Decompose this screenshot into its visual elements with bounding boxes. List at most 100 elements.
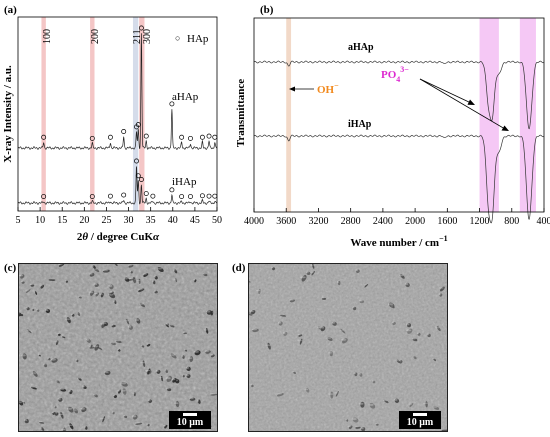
xrd-peak-marker [169, 187, 175, 193]
xrd-tick-label: 45 [190, 215, 200, 226]
xrd-band [90, 17, 95, 211]
scale-bar-d: 10 μm [399, 411, 441, 429]
xrd-peak-marker [206, 193, 212, 199]
po4-arrow-1-head [467, 99, 475, 105]
sem-image-ahap: 10 μm [18, 263, 218, 432]
ftir-tick-label: 1200 [470, 216, 490, 227]
po4-arrow-2-head [501, 125, 509, 131]
xrd-peak-marker [135, 122, 141, 128]
xrd-peak-marker [41, 134, 47, 140]
ftir-x-axis-label: Wave number / cm−1 [350, 234, 447, 249]
panel-c-label: (c) [4, 262, 17, 274]
ftir-tick-label: 400 [537, 216, 550, 227]
xrd-peak-marker [41, 194, 47, 199]
xrd-band [132, 17, 139, 211]
ftir-y-axis-label: Transmittance [235, 79, 247, 147]
po4-arrow-2 [419, 78, 506, 130]
panel-d-label: (d) [232, 262, 246, 274]
xrd-peak-marker [143, 191, 149, 197]
ftir-tick-label: 1600 [437, 216, 457, 227]
xrd-peak-marker [143, 133, 149, 139]
xrd-y-axis-label: X-ray Intensity / a.u. [2, 65, 14, 163]
xrd-peak-marker [150, 193, 156, 199]
xrd-peak-marker [212, 134, 218, 140]
xrd-peak-marker [138, 177, 144, 182]
xrd-band [41, 17, 46, 211]
ftir-series-label-ahap: aHAp [348, 42, 374, 53]
ftir-tick-label: 2800 [341, 216, 361, 227]
xrd-peak-marker [121, 192, 127, 198]
xrd-peak-marker [107, 134, 113, 140]
xrd-peak-marker [121, 129, 127, 134]
xrd-peak-marker [199, 134, 205, 140]
sem-texture-d [249, 264, 447, 431]
xrd-tick-label: 25 [101, 215, 111, 226]
xrd-peak-marker [138, 25, 144, 31]
xrd-chart: (a) 5 10 15 20 25 30 35 40 45 50 100 200 211 300 … [2, 4, 222, 243]
ftir-plot-frame [253, 17, 545, 213]
po4-arrow-1 [419, 78, 472, 104]
xrd-series-label-ihap: iHAp [172, 176, 197, 188]
xrd-peak-marker [169, 101, 175, 107]
ftir-band [519, 18, 536, 212]
xrd-tick-label: 5 [16, 215, 21, 226]
xrd-peak-marker [179, 134, 185, 140]
panel-a-label: (a) [4, 4, 17, 16]
xrd-peak-marker [206, 133, 212, 139]
ftir-tick-label: 4000 [244, 216, 264, 227]
xrd-peak-marker [199, 193, 205, 199]
xrd-peak-label-100: 100 [42, 29, 53, 44]
xrd-plot-frame [17, 16, 218, 212]
xrd-tick-label: 50 [212, 215, 222, 226]
ftir-band [479, 18, 499, 212]
xrd-legend-text: HAp [187, 33, 209, 45]
xrd-peak-marker [135, 173, 141, 179]
sem-image-ihap: 10 μm [248, 263, 448, 432]
panel-b-label: (b) [260, 4, 274, 16]
xrd-peak-marker [188, 135, 193, 141]
xrd-tick-label: 20 [79, 215, 89, 226]
xrd-x-axis-label: 2θ / degree CuKα [77, 231, 160, 243]
ftir-chart: (b) 4000 3600 3200 2800 2400 2000 1600 1200 800 4… [235, 4, 550, 249]
ftir-tick-label: 800 [504, 216, 519, 227]
ftir-tick-label: 2400 [373, 216, 393, 227]
ftir-curves [253, 60, 545, 224]
xrd-peak-marker [179, 194, 185, 199]
xrd-legend-marker: ○ [175, 33, 180, 43]
xrd-x-ticks: 5 10 15 20 25 30 35 40 45 50 [16, 207, 222, 226]
xrd-peak-marker [89, 194, 95, 199]
ftir-tick-label: 2000 [405, 216, 425, 227]
po4-label: PO43− [381, 65, 409, 84]
ftir-highlight-bands [286, 18, 536, 212]
ftir-series-aHAp [253, 60, 545, 130]
oh-arrow-head [289, 86, 295, 92]
oh-label: OH− [317, 81, 339, 96]
xrd-peak-marker [188, 194, 193, 199]
xrd-tick-label: 15 [57, 215, 67, 226]
xrd-tick-label: 30 [124, 215, 134, 226]
ftir-x-ticks: 4000 3600 3200 2800 2400 2000 1600 1200 800 400 [244, 208, 550, 227]
xrd-curves [17, 33, 218, 205]
xrd-tick-label: 40 [168, 215, 178, 226]
sem-texture [19, 264, 217, 431]
xrd-peak-marker [107, 193, 113, 199]
xrd-peak-marker [89, 135, 95, 141]
xrd-tick-label: 10 [35, 215, 45, 226]
xrd-peak-marker [212, 193, 218, 199]
xrd-series-aHAp [17, 33, 218, 150]
xrd-highlight-bands [41, 17, 145, 211]
xrd-series-label-ahap: aHAp [172, 91, 199, 103]
xrd-peak-label-300: 300 [142, 29, 153, 44]
ftir-tick-label: 3200 [308, 216, 328, 227]
ftir-tick-label: 3600 [276, 216, 296, 227]
ftir-series-label-ihap: iHAp [348, 119, 372, 130]
ftir-series-iHAp [253, 134, 545, 224]
xrd-peak-label-200: 200 [90, 29, 101, 44]
xrd-tick-label: 35 [146, 215, 156, 226]
scale-bar-c: 10 μm [169, 411, 211, 429]
ftir-band [286, 18, 292, 212]
xrd-peak-marker [134, 158, 139, 164]
xrd-series-iHAp [17, 166, 218, 205]
xrd-peak-markers [41, 25, 218, 199]
xrd-peak-label-211: 211 [132, 29, 143, 44]
